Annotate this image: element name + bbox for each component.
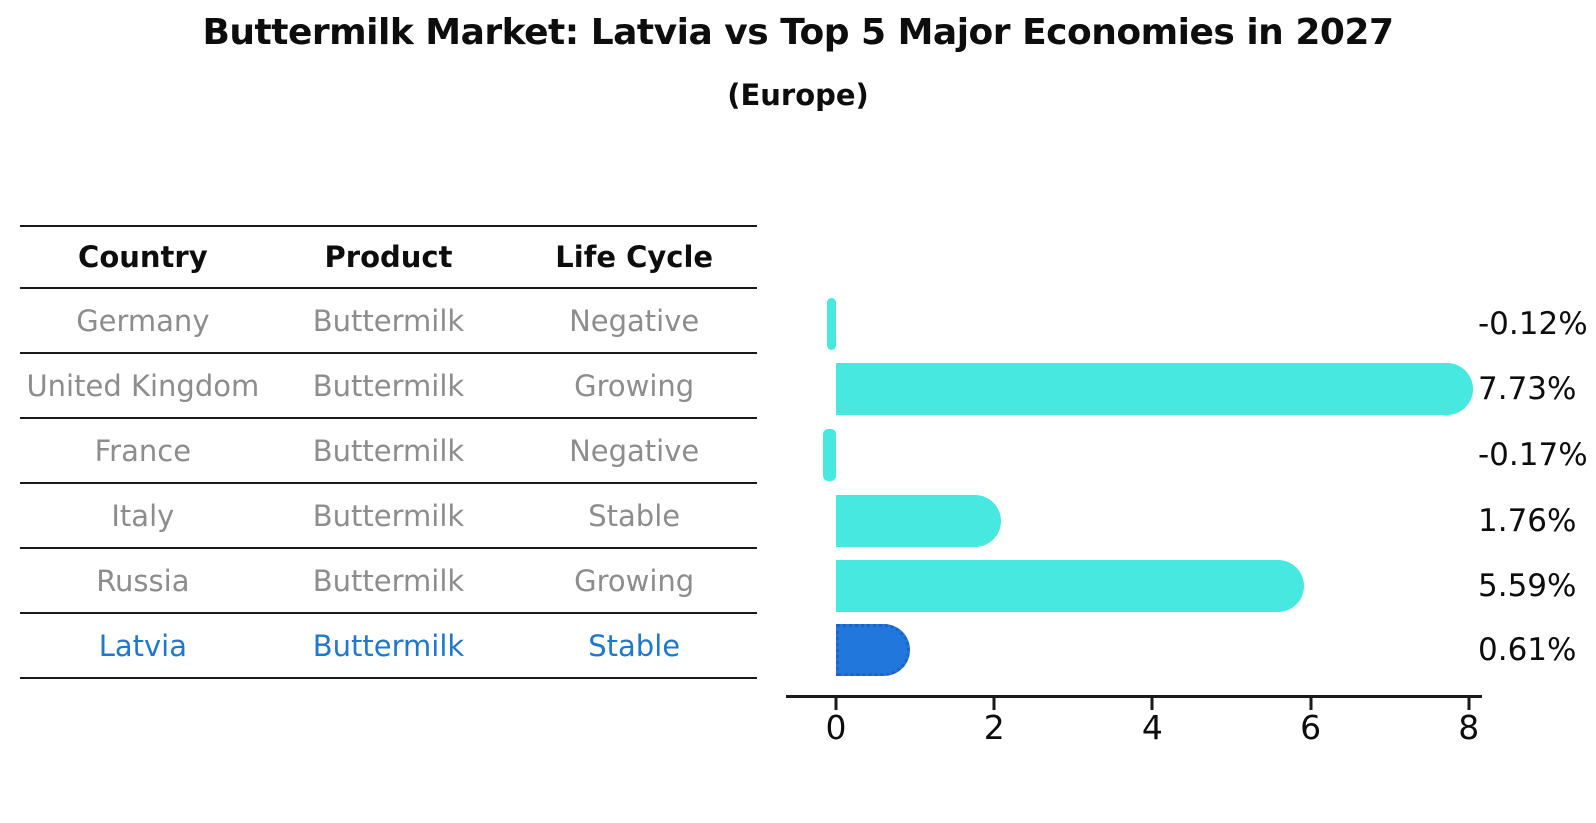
cell-country: Italy xyxy=(111,498,175,533)
cell-country: France xyxy=(94,433,192,468)
cell-product: Buttermilk xyxy=(312,628,465,663)
chart-title: Buttermilk Market: Latvia vs Top 5 Major… xyxy=(202,12,1394,53)
value-label-russia: 5.59% xyxy=(1478,568,1577,604)
x-tick-label-4: 4 xyxy=(1141,708,1163,747)
bar-united-kingdom xyxy=(836,363,1474,415)
value-label-italy: 1.76% xyxy=(1478,503,1577,539)
cell-product: Buttermilk xyxy=(312,563,465,598)
table-row-russia: Russia Buttermilk Growing xyxy=(20,549,757,614)
cell-life-cycle: Stable xyxy=(588,498,681,533)
table-row-united-kingdom: United Kingdom Buttermilk Growing xyxy=(20,354,757,419)
bar-russia xyxy=(836,560,1305,612)
cell-life-cycle: Growing xyxy=(574,563,695,598)
x-tick-label-8: 8 xyxy=(1458,708,1480,747)
cell-life-cycle: Negative xyxy=(569,433,700,468)
cell-product: Buttermilk xyxy=(312,303,465,338)
table-row-france: France Buttermilk Negative xyxy=(20,419,757,484)
x-tick-label-0: 0 xyxy=(825,708,847,747)
table-row-italy: Italy Buttermilk Stable xyxy=(20,484,757,549)
cell-country: Russia xyxy=(96,563,190,598)
value-label-germany: -0.12% xyxy=(1478,306,1588,342)
cell-country: United Kingdom xyxy=(26,368,260,403)
cell-life-cycle: Negative xyxy=(569,303,700,338)
bar-germany xyxy=(826,298,836,350)
value-label-united-kingdom: 7.73% xyxy=(1478,371,1577,407)
cell-product: Buttermilk xyxy=(312,433,465,468)
table-row-germany: Germany Buttermilk Negative xyxy=(20,289,757,354)
x-axis-line xyxy=(786,695,1482,698)
x-tick-6 xyxy=(1309,698,1313,710)
cell-product: Buttermilk xyxy=(312,368,465,403)
data-table: Country Product Life Cycle Germany Butte… xyxy=(20,225,757,679)
value-label-france: -0.17% xyxy=(1478,437,1588,473)
x-tick-label-6: 6 xyxy=(1300,708,1322,747)
cell-life-cycle: Growing xyxy=(574,368,695,403)
chart-subtitle: (Europe) xyxy=(727,78,869,112)
cell-product: Buttermilk xyxy=(312,498,465,533)
cell-life-cycle: Stable xyxy=(588,628,681,663)
x-tick-4 xyxy=(1150,698,1154,710)
header-cell-country: Country xyxy=(78,240,208,274)
bar-latvia xyxy=(836,624,911,676)
header-cell-product: Product xyxy=(324,240,453,274)
bar-france xyxy=(822,429,836,481)
table-row-latvia: Latvia Buttermilk Stable xyxy=(20,614,757,679)
header-cell-life-cycle: Life Cycle xyxy=(555,240,714,274)
bar-italy xyxy=(836,495,1002,547)
x-tick-8 xyxy=(1467,698,1471,710)
x-tick-label-2: 2 xyxy=(983,708,1005,747)
cell-country: Latvia xyxy=(98,628,187,663)
cell-country: Germany xyxy=(76,303,210,338)
x-tick-0 xyxy=(834,698,838,710)
x-tick-2 xyxy=(992,698,996,710)
table-header-row: Country Product Life Cycle xyxy=(20,225,757,289)
value-label-latvia: 0.61% xyxy=(1478,632,1577,668)
